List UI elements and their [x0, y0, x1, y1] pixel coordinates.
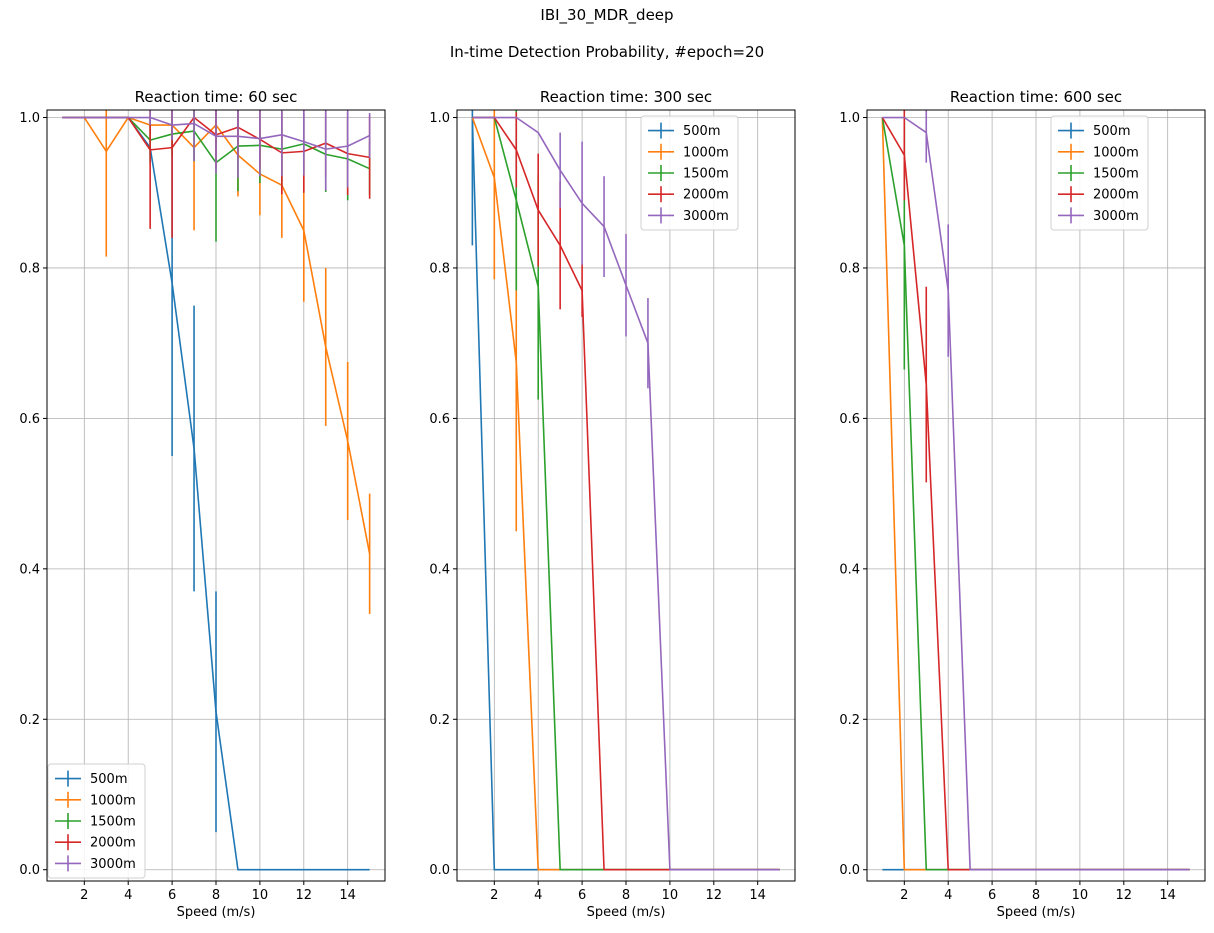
x-tick-label: 6 — [168, 888, 176, 903]
legend-label: 1500m — [90, 815, 136, 830]
x-tick-label: 8 — [622, 888, 630, 903]
legend-label: 500m — [1093, 124, 1130, 139]
legend-item-1500m: 1500m — [648, 165, 729, 182]
legend-label: 2000m — [683, 188, 729, 203]
x-axis-label: Speed (m/s) — [997, 905, 1076, 920]
y-tick-label: 0.6 — [19, 412, 40, 427]
legend-item-500m: 500m — [55, 770, 127, 787]
legend-label: 3000m — [1093, 209, 1139, 224]
x-tick-label: 12 — [1116, 888, 1133, 903]
y-tick-label: 0.0 — [429, 863, 450, 878]
series-3000m — [62, 110, 371, 191]
x-tick-label: 8 — [1032, 888, 1040, 903]
y-tick-label: 0.2 — [839, 713, 860, 728]
y-tick-label: 0.4 — [429, 562, 450, 577]
x-tick-label: 6 — [988, 888, 996, 903]
x-tick-label: 10 — [1072, 888, 1089, 903]
legend-box — [1050, 115, 1149, 231]
chart-title: Reaction time: 60 sec — [135, 88, 298, 106]
figure-suptitle-line2: In-time Detection Probability, #epoch=20 — [449, 43, 765, 61]
legend-label: 1500m — [683, 167, 729, 182]
series-3000m — [882, 110, 1190, 871]
plot-area — [62, 110, 371, 871]
chart-panel-1: 2 4 6 8 10 12 14 0.0 0.2 0.4 0.6 0.8 1.0 Reaction tim… — [19, 88, 386, 920]
legend-item-500m: 500m — [1058, 122, 1130, 139]
legend-item-2000m: 2000m — [648, 186, 729, 203]
y-tick-label: 1.0 — [19, 111, 40, 126]
y-tick-label: 1.0 — [839, 111, 860, 126]
x-tick-label: 14 — [339, 888, 356, 903]
legend-label: 500m — [683, 124, 720, 139]
legend-item-3000m: 3000m — [648, 207, 729, 224]
legend-label: 3000m — [90, 857, 136, 872]
legend-item-1000m: 1000m — [1058, 143, 1139, 160]
plot-area — [471, 110, 780, 871]
y-tick-label: 0.0 — [839, 863, 860, 878]
y-tick-label: 0.4 — [839, 562, 860, 577]
legend: 500m 1000m 1500m 2000m 3000m — [47, 763, 146, 879]
x-tick-label: 8 — [212, 888, 220, 903]
x-tick-label: 10 — [252, 888, 269, 903]
x-axis-label: Speed (m/s) — [587, 905, 666, 920]
y-tick-label: 0.0 — [19, 863, 40, 878]
x-tick-label: 12 — [296, 888, 313, 903]
y-tick-label: 0.2 — [429, 713, 450, 728]
legend-item-2000m: 2000m — [1058, 186, 1139, 203]
legend-label: 1000m — [1093, 145, 1139, 160]
legend-item-3000m: 3000m — [55, 855, 136, 872]
y-tick-label: 0.2 — [19, 713, 40, 728]
x-tick-label: 6 — [578, 888, 586, 903]
x-tick-label: 10 — [662, 888, 679, 903]
figure-suptitle-line1: IBI_30_MDR_deep — [540, 6, 674, 24]
legend-item-1500m: 1500m — [55, 813, 136, 830]
series-3000m — [472, 116, 780, 871]
legend-label: 1000m — [683, 145, 729, 160]
x-tick-label: 14 — [1159, 888, 1176, 903]
y-tick-label: 0.8 — [19, 261, 40, 276]
legend-box — [47, 763, 146, 879]
x-tick-label: 4 — [534, 888, 542, 903]
x-tick-label: 2 — [490, 888, 498, 903]
y-tick-label: 0.4 — [19, 562, 40, 577]
series-line-3000m — [882, 116, 1190, 871]
legend-item-1500m: 1500m — [1058, 165, 1139, 182]
legend-label: 2000m — [1093, 188, 1139, 203]
legend-label: 500m — [90, 772, 127, 787]
legend-item-1000m: 1000m — [55, 791, 136, 808]
x-tick-label: 4 — [124, 888, 132, 903]
legend-label: 3000m — [683, 209, 729, 224]
legend-label: 2000m — [90, 836, 136, 851]
y-tick-label: 0.8 — [429, 261, 450, 276]
legend: 500m 1000m 1500m 2000m 3000m — [1050, 115, 1149, 231]
legend-item-2000m: 2000m — [55, 834, 136, 851]
x-tick-label: 2 — [900, 888, 908, 903]
x-tick-label: 12 — [706, 888, 723, 903]
legend: 500m 1000m 1500m 2000m 3000m — [640, 115, 739, 231]
x-tick-label: 2 — [80, 888, 88, 903]
legend-item-1000m: 1000m — [648, 143, 729, 160]
legend-item-3000m: 3000m — [1058, 207, 1139, 224]
x-axis-label: Speed (m/s) — [177, 905, 256, 920]
y-tick-label: 0.8 — [839, 261, 860, 276]
legend-box — [640, 115, 739, 231]
plot-area — [881, 110, 1190, 871]
y-tick-label: 0.6 — [429, 412, 450, 427]
chart-panel-3: 2 4 6 8 10 12 14 0.0 0.2 0.4 0.6 0.8 1.0 Reaction tim… — [839, 88, 1206, 920]
legend-label: 1500m — [1093, 167, 1139, 182]
legend-item-500m: 500m — [648, 122, 720, 139]
legend-label: 1000m — [90, 793, 136, 808]
chart-title: Reaction time: 600 sec — [950, 88, 1122, 106]
x-tick-label: 4 — [944, 888, 952, 903]
y-tick-label: 1.0 — [429, 111, 450, 126]
chart-panel-2: 2 4 6 8 10 12 14 0.0 0.2 0.4 0.6 0.8 1.0 Reaction tim… — [429, 88, 796, 920]
x-tick-label: 14 — [749, 888, 766, 903]
chart-title: Reaction time: 300 sec — [540, 88, 712, 106]
y-tick-label: 0.6 — [839, 412, 860, 427]
